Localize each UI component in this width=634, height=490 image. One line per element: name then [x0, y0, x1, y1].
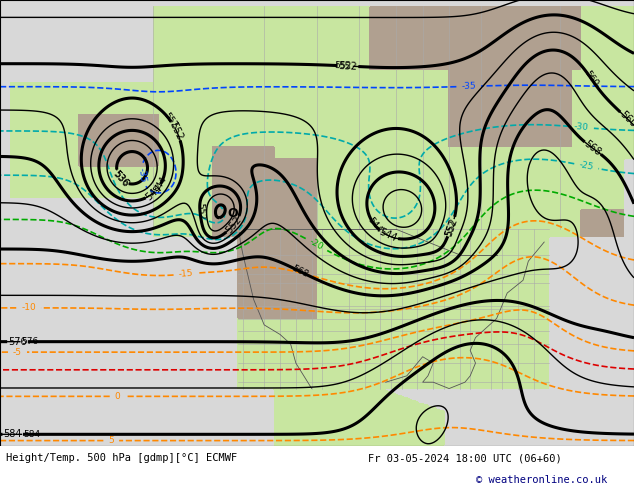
- Text: 0: 0: [115, 392, 120, 401]
- Text: 536: 536: [112, 170, 130, 188]
- Text: 552: 552: [444, 219, 458, 238]
- Text: 584: 584: [3, 429, 22, 440]
- Text: -35: -35: [136, 167, 146, 183]
- Text: 576: 576: [22, 337, 39, 346]
- Text: O: O: [227, 207, 238, 220]
- Text: 544: 544: [366, 216, 384, 235]
- Text: 544: 544: [152, 174, 169, 194]
- Text: -30: -30: [574, 122, 589, 132]
- Text: 536: 536: [111, 169, 131, 189]
- Text: 560: 560: [583, 69, 600, 88]
- Text: -20: -20: [308, 237, 325, 252]
- Text: -35: -35: [462, 82, 476, 91]
- Text: 552: 552: [444, 216, 460, 237]
- Text: 5: 5: [108, 436, 114, 445]
- Text: -10: -10: [21, 303, 36, 313]
- Text: 552: 552: [335, 61, 352, 71]
- Text: 568: 568: [582, 139, 603, 158]
- Text: Height/Temp. 500 hPa [gdmp][°C] ECMWF: Height/Temp. 500 hPa [gdmp][°C] ECMWF: [6, 453, 238, 463]
- Text: 544: 544: [144, 182, 164, 202]
- Text: 544: 544: [378, 227, 399, 244]
- Text: 568: 568: [290, 264, 310, 279]
- Text: 552: 552: [224, 214, 243, 235]
- Text: 576: 576: [8, 337, 27, 346]
- Text: © weatheronline.co.uk: © weatheronline.co.uk: [476, 475, 607, 485]
- Text: -5: -5: [13, 347, 22, 357]
- Text: 560: 560: [618, 109, 634, 129]
- Text: Fr 03-05-2024 18:00 UTC (06+60): Fr 03-05-2024 18:00 UTC (06+60): [368, 453, 562, 463]
- Text: 552: 552: [168, 120, 185, 142]
- Text: -15: -15: [178, 269, 193, 279]
- Text: 552: 552: [339, 61, 358, 72]
- Text: 584: 584: [23, 430, 41, 439]
- Text: 552: 552: [195, 203, 205, 220]
- Text: -25: -25: [578, 160, 595, 172]
- Text: 552: 552: [161, 111, 179, 130]
